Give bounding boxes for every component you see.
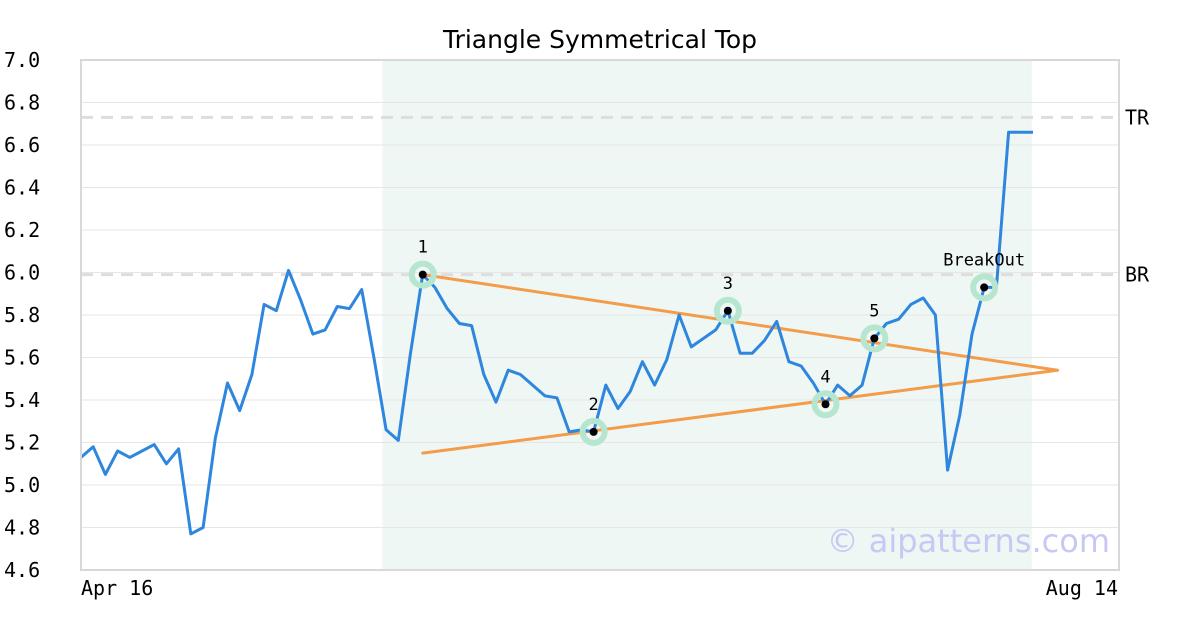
y-tick-label: 4.8 [4,516,40,540]
pattern-marker-halo [713,296,742,325]
trend-line [421,273,1059,372]
reference-label-tr: TR [1125,105,1150,129]
y-tick-label: 6.8 [4,91,40,115]
pattern-point-label: 1 [418,238,428,258]
reference-label-br: BR [1125,263,1150,287]
pattern-marker-dot [980,283,989,292]
pattern-point-label: 2 [588,395,598,415]
pattern-marker-dot [418,270,427,279]
y-tick-label: 6.2 [4,218,40,242]
plot-frame [80,59,1120,571]
y-tick-label: 5.0 [4,473,40,497]
pattern-point-label: 3 [723,274,733,294]
pattern-marker-dot [589,427,598,436]
y-tick-label: 6.4 [4,176,40,200]
pattern-marker-halo [860,324,889,353]
x-tick-label: Aug 14 [1046,576,1118,600]
y-tick-label: 5.8 [4,303,40,327]
pattern-marker-dot [870,334,879,343]
chart-title: Triangle Symmetrical Top [442,25,757,54]
y-tick-label: 6.0 [4,261,40,285]
x-tick-label: Apr 16 [81,576,153,600]
pattern-marker-halo [970,273,999,302]
y-tick-label: 5.2 [4,431,40,455]
y-tick-label: 6.6 [4,133,40,157]
pattern-point-label: BreakOut [943,250,1025,270]
pattern-marker-dot [723,306,732,315]
pattern-point-label: 5 [869,301,879,321]
watermark: © aipatterns.com [827,522,1110,560]
pattern-point-label: 4 [820,367,830,387]
y-tick-label: 7.0 [4,48,40,72]
trend-line [421,368,1059,455]
y-tick-label: 5.6 [4,346,40,370]
pattern-marker-halo [579,417,608,446]
pattern-marker-halo [811,390,840,419]
pattern-marker-dot [821,400,830,409]
pattern-marker-halo [408,260,437,289]
y-tick-label: 4.6 [4,558,40,582]
y-tick-label: 5.4 [4,388,40,412]
